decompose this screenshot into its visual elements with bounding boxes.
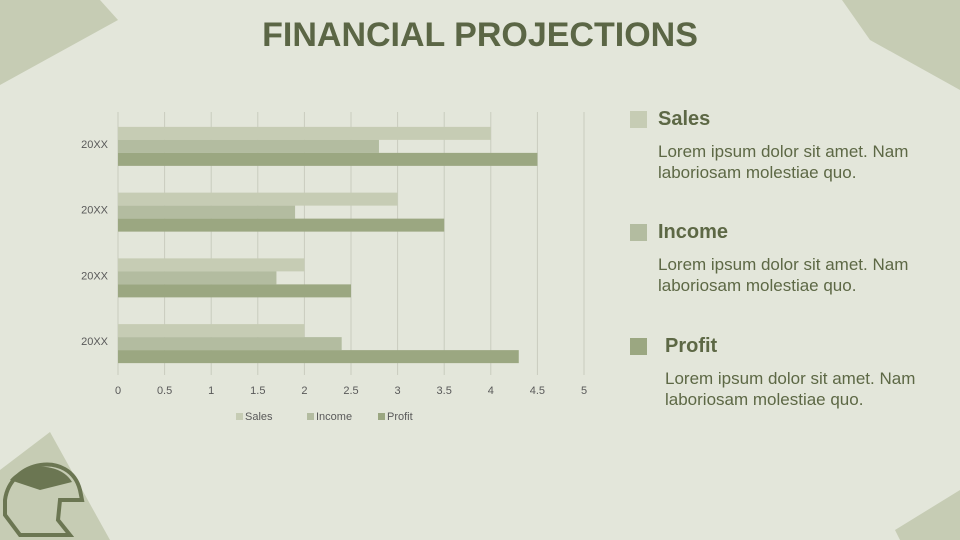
- note-heading-text: Sales: [658, 108, 711, 130]
- note-heading: Income: [630, 221, 930, 244]
- x-tick-label: 2.5: [343, 385, 358, 397]
- bar: [118, 324, 305, 338]
- note: Sales Lorem ipsum dolor sit amet. Nam la…: [630, 108, 930, 183]
- note-text: Lorem ipsum dolor sit amet. Nam laborios…: [665, 369, 916, 409]
- note: Income Lorem ipsum dolor sit amet. Nam l…: [630, 221, 930, 296]
- x-tick-label: 1.5: [250, 385, 265, 397]
- y-tick-label: 20XX: [81, 139, 109, 151]
- legend-label: Income: [316, 411, 352, 423]
- x-tick-label: 4: [488, 385, 494, 397]
- bar: [118, 139, 379, 153]
- bar: [118, 192, 398, 206]
- legend-label: Profit: [387, 411, 413, 423]
- legend-swatch: [307, 413, 314, 420]
- bar: [118, 205, 296, 219]
- bar: [118, 284, 351, 298]
- y-tick-label: 20XX: [81, 270, 109, 282]
- bar: [118, 337, 342, 351]
- note-heading-text: Income: [658, 221, 729, 243]
- note-text: Lorem ipsum dolor sit amet. Nam laborios…: [658, 255, 909, 295]
- slide-title: FINANCIAL PROJECTIONS: [262, 16, 698, 54]
- x-tick-label: 0: [115, 385, 121, 397]
- x-tick-label: 5: [581, 385, 587, 397]
- y-tick-label: 20XX: [81, 205, 109, 217]
- legend-label: Sales: [245, 411, 273, 423]
- x-tick-label: 0.5: [157, 385, 172, 397]
- legend-swatch: [378, 413, 385, 420]
- note-text: Lorem ipsum dolor sit amet. Nam laborios…: [658, 142, 909, 182]
- note-heading-text: Profit: [665, 335, 718, 357]
- x-tick-label: 2: [301, 385, 307, 397]
- y-tick-label: 20XX: [81, 336, 109, 348]
- legend-swatch: [236, 413, 243, 420]
- bar: [118, 152, 538, 166]
- x-tick-label: 3: [395, 385, 401, 397]
- note-heading: Profit: [630, 335, 937, 358]
- x-tick-label: 3.5: [437, 385, 452, 397]
- x-tick-label: 1: [208, 385, 214, 397]
- bar: [118, 271, 277, 285]
- bar: [118, 218, 445, 232]
- bar: [118, 258, 305, 272]
- note: Profit Lorem ipsum dolor sit amet. Nam l…: [630, 335, 937, 410]
- bar: [118, 126, 491, 140]
- x-tick-label: 4.5: [530, 385, 545, 397]
- note-heading: Sales: [630, 108, 930, 131]
- bar: [118, 350, 519, 364]
